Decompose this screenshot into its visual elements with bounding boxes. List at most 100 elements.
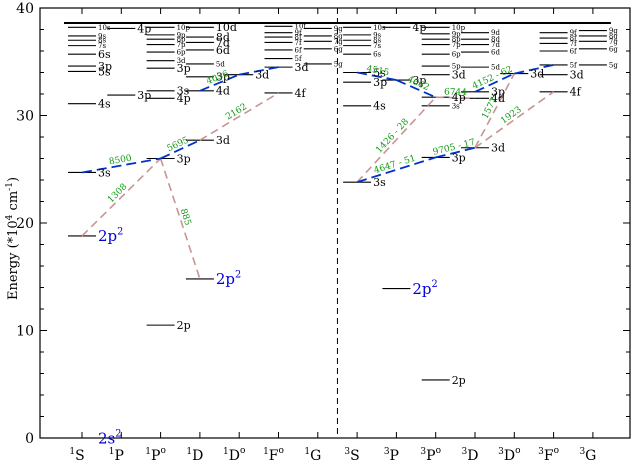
level-label: 3s: [373, 176, 386, 189]
level-label: 3p: [491, 86, 505, 99]
level-label: 4d: [491, 92, 505, 105]
level-label: 9s: [373, 31, 381, 39]
y-tick-label: 10: [16, 324, 34, 340]
level-label: 2p2: [216, 269, 241, 288]
x-term-label: 1S: [69, 447, 84, 464]
level-label: 2p: [177, 319, 191, 332]
wavelength-label: 8500: [108, 154, 133, 168]
x-term-label: 3Fo: [538, 446, 559, 464]
level-label: 6s: [98, 48, 111, 61]
level-label: 6p: [177, 49, 186, 57]
level-label: 10s: [98, 24, 111, 32]
level-label: 9p: [177, 31, 186, 39]
connectors-layer: [81, 64, 555, 280]
level-label: 9s: [98, 32, 106, 40]
blue-transition-line: [474, 72, 515, 93]
level-label: 3s: [452, 102, 460, 110]
level-label: 9g: [609, 27, 618, 35]
level-label: 5s: [98, 65, 111, 78]
x-term-label: 1Do: [223, 446, 245, 464]
level-label: 7s: [373, 42, 381, 50]
level-label: 5d: [491, 64, 500, 72]
level-label: 3d: [216, 134, 230, 147]
pink-transition-line: [81, 157, 162, 237]
level-label: 4f: [295, 87, 307, 100]
labels-layer: 2s22p23s4s5s3p6s7s8s9s10s3p4p2p3p4p3s3p3…: [98, 21, 618, 447]
wavelength-label: 2162: [224, 102, 249, 122]
x-term-label: 3Po: [420, 446, 441, 464]
wavelength-label: 6744: [444, 87, 467, 98]
level-label: 6d: [216, 44, 230, 57]
level-label: 6s: [373, 51, 381, 59]
level-label: 9f: [570, 29, 578, 37]
level-label: 9g: [334, 25, 343, 33]
level-label: 2p: [452, 374, 466, 387]
level-label: 7s: [98, 42, 106, 50]
y-tick-label: 30: [16, 109, 34, 125]
blue-transition-line: [199, 73, 240, 92]
y-tick-label: 20: [16, 216, 34, 232]
pink-transition-line: [199, 92, 279, 141]
level-label: 3p: [373, 76, 387, 89]
level-label: 3d: [452, 69, 466, 82]
level-label: 3d: [530, 67, 544, 80]
level-label: 9f: [295, 29, 303, 37]
level-label: 8p: [452, 36, 461, 44]
level-label: 8g: [609, 32, 618, 40]
level-label: 10p: [452, 24, 466, 32]
level-label: 5s: [373, 66, 386, 79]
level-label: 6d: [491, 49, 500, 57]
blue-transition-line: [239, 66, 279, 76]
level-label: 8f: [295, 33, 303, 41]
x-term-label: 1D: [186, 447, 203, 464]
level-label: 10f: [295, 23, 308, 31]
wavelength-label: 885: [178, 207, 193, 227]
wavelength-label: 1308: [106, 182, 130, 205]
level-label: 9d: [491, 29, 500, 37]
x-term-label: 3D: [462, 447, 479, 464]
level-label: 2p2: [98, 226, 123, 245]
blue-transition-line: [356, 156, 436, 184]
level-label: 3p: [452, 151, 466, 164]
wavelength-label: 1923: [499, 105, 524, 127]
level-label: 5d: [216, 60, 225, 68]
level-label: 10s: [373, 24, 386, 32]
level-label: 4s: [98, 98, 111, 111]
level-label: 7p: [452, 41, 461, 49]
level-label: 3p: [177, 152, 191, 165]
level-label: 5g: [334, 60, 343, 68]
level-label: 7g: [609, 38, 618, 46]
level-label: 7f: [295, 39, 303, 47]
level-label: 4d: [216, 85, 230, 98]
x-term-label: 3G: [579, 447, 596, 464]
level-label: 5g: [609, 61, 618, 69]
level-label: 7d: [491, 41, 500, 49]
blue-transition-line: [435, 146, 476, 159]
y-tick-label: 40: [16, 1, 34, 17]
level-label: 3p: [98, 60, 112, 73]
level-label: 8f: [570, 35, 578, 43]
wavelength-label: 4515: [366, 64, 391, 78]
level-label: 3d: [570, 69, 584, 82]
level-label: 3d: [177, 57, 186, 65]
level-label: 8g: [334, 32, 343, 40]
level-label: 2s2: [98, 429, 121, 448]
x-term-label: 3S: [344, 447, 359, 464]
level-label: 10p: [177, 24, 191, 32]
level-label: 7d: [216, 36, 230, 49]
level-label: 8s: [98, 37, 106, 45]
wavelength-label: 1426 - 28: [374, 117, 411, 156]
level-label: 6g: [334, 45, 343, 53]
level-label: 3d: [491, 142, 505, 155]
level-label: 8d: [491, 36, 500, 44]
level-label: 3s: [177, 85, 190, 98]
level-label: 5p: [452, 63, 461, 71]
level-label: 3d: [255, 69, 269, 82]
x-term-label: 1G: [304, 447, 321, 464]
level-label: 6p: [452, 51, 461, 59]
blue-transition-line: [396, 79, 437, 99]
level-label: 7p: [177, 41, 186, 49]
axes-layer: 0 10 20 30 40 Energy (*104 cm-1) 1S 1P 1Po 1D 1Do 1…: [5, 1, 630, 464]
x-term-label: 1Po: [145, 446, 166, 464]
